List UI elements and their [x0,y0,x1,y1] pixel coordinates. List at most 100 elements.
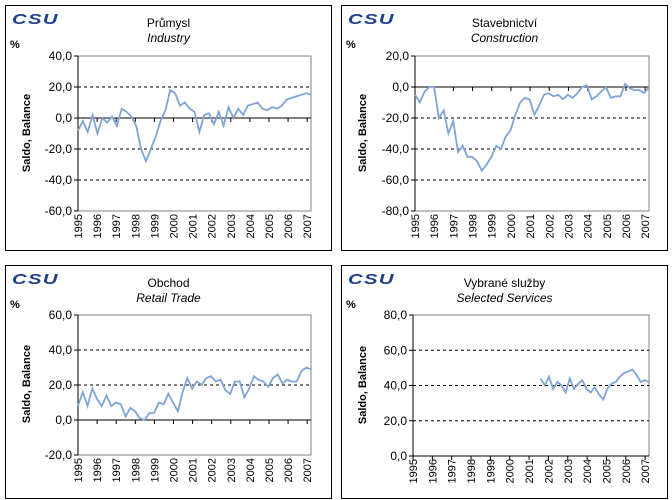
y-tick-label: -80,0 [382,204,410,218]
x-tick-label: 2003 [226,214,238,238]
x-tick-label: 2006 [621,214,633,238]
x-tick-label: 1995 [408,459,420,483]
x-tick-label: 2000 [505,459,517,483]
unit-label: % [346,299,356,311]
x-tick-label: 1997 [111,214,123,238]
csu-logo: CSU [12,271,59,288]
chart-title: Průmysl [146,16,191,30]
x-tick-label: 2006 [283,214,295,238]
plot: -60,0 -40,0 -20,0 0,0 20,0 40,0 1995 1996 1997 19… [45,49,315,238]
series-line [414,82,650,173]
y-tick-label: -60,0 [45,204,73,218]
x-tick-label: 1995 [73,458,85,482]
chart-selected-services: CSU Vybrané služby Selected Services% Saldo… [341,265,668,499]
x-tick-label: 2001 [188,214,200,238]
chart-industry: CSU Průmysl Industry% Saldo, Balance -60,0 -4… [5,5,332,251]
y-tick-label: 40,0 [49,343,73,357]
chart-subtitle: Retail Trade [136,291,201,305]
y-tick-label: 20,0 [49,378,73,392]
unit-label: % [10,299,20,311]
plot: -80,0 -60,0 -40,0 -20,0 0,0 20,0 1995 1996 1997 1… [382,49,653,238]
x-tick-label: 1997 [448,214,460,238]
x-tick-label: 2004 [245,458,257,482]
x-tick-label: 2005 [264,214,276,238]
x-tick-label: 1999 [485,459,497,483]
y-tick-label: 0,0 [392,80,409,94]
x-tick-label: 2002 [207,458,219,482]
series-line [539,368,650,402]
x-tick-label: 1996 [429,214,441,238]
x-tick-label: 2007 [640,214,652,238]
y-tick-label: -40,0 [45,173,73,187]
x-tick-label: 1999 [149,458,161,482]
plot: 0,0 20,0 40,0 60,0 80,0 1995 1996 1997 1998 1999 2… [384,308,652,483]
x-tick-label: 1996 [92,214,104,238]
x-tick-label: 2000 [168,214,180,238]
unit-label: % [346,39,356,51]
csu-logo: CSU [348,271,395,288]
x-tick-label: 2002 [544,214,556,238]
x-tick-label: 1996 [427,459,439,483]
chart-title: Obchod [147,276,190,290]
chart-retail-trade: CSU Obchod Retail Trade% Saldo, Balance -20,… [5,265,332,499]
csu-logo: CSU [12,11,59,28]
x-tick-label: 2006 [621,459,633,483]
x-tick-label: 2000 [506,214,518,238]
y-tick-label: 0,0 [390,449,407,463]
x-tick-label: 2004 [582,459,594,483]
series-line [77,366,312,422]
y-tick-label: 40,0 [49,49,73,63]
x-tick-label: 1998 [130,214,142,238]
x-tick-label: 2002 [207,214,219,238]
chart-title: Vybrané služby [463,276,546,290]
x-tick-label: 2005 [264,458,276,482]
x-tick-label: 1998 [468,214,480,238]
x-tick-label: 1998 [130,458,142,482]
chart-subtitle: Selected Services [456,291,553,305]
x-tick-label: 2004 [245,214,257,238]
x-tick-label: 2002 [543,459,555,483]
plot-area [414,55,650,212]
y-tick-label: 40,0 [384,379,408,393]
x-tick-label: 1998 [466,459,478,483]
x-tick-label: 2000 [168,458,180,482]
y-tick-label: 20,0 [386,49,410,63]
y-tick-label: -20,0 [382,111,410,125]
y-tick-label: -60,0 [382,173,410,187]
y-tick-label: 20,0 [384,414,408,428]
x-tick-label: 1997 [111,458,123,482]
x-tick-label: 2003 [226,458,238,482]
x-tick-label: 1995 [73,214,85,238]
x-tick-label: 2003 [563,459,575,483]
x-tick-label: 2004 [583,214,595,238]
x-tick-label: 2001 [524,459,536,483]
y-tick-label: 0,0 [55,413,72,427]
plot: -20,0 0,0 20,0 40,0 60,0 1995 1996 1997 1998 1999… [45,308,315,482]
y-tick-label: -20,0 [45,448,73,462]
x-tick-label: 2001 [525,214,537,238]
y-tick-label: 0,0 [55,111,72,125]
x-tick-label: 2007 [302,214,314,238]
x-tick-label: 1996 [92,458,104,482]
x-tick-label: 2005 [601,459,613,483]
y-tick-label: -40,0 [382,142,410,156]
chart-title: Stavebnictví [471,16,538,30]
csu-logo: CSU [348,11,395,28]
x-tick-label: 1999 [487,214,499,238]
x-tick-label: 2001 [188,458,200,482]
y-tick-label: 60,0 [384,343,408,357]
x-tick-label: 2006 [283,458,295,482]
chart-subtitle: Construction [470,31,539,45]
y-tick-label: 80,0 [384,308,408,322]
x-tick-label: 2005 [602,214,614,238]
x-tick-label: 2007 [640,459,652,483]
y-tick-label: 20,0 [49,80,73,94]
chart-construction: CSU Stavebnictví Construction% Saldo, Balan… [341,5,668,251]
y-tick-label: -20,0 [45,142,73,156]
unit-label: % [10,39,20,51]
chart-subtitle: Industry [147,31,190,45]
y-tick-label: 60,0 [49,308,73,322]
x-tick-label: 1995 [410,214,422,238]
plot-area [77,55,312,212]
series-line [77,88,312,164]
